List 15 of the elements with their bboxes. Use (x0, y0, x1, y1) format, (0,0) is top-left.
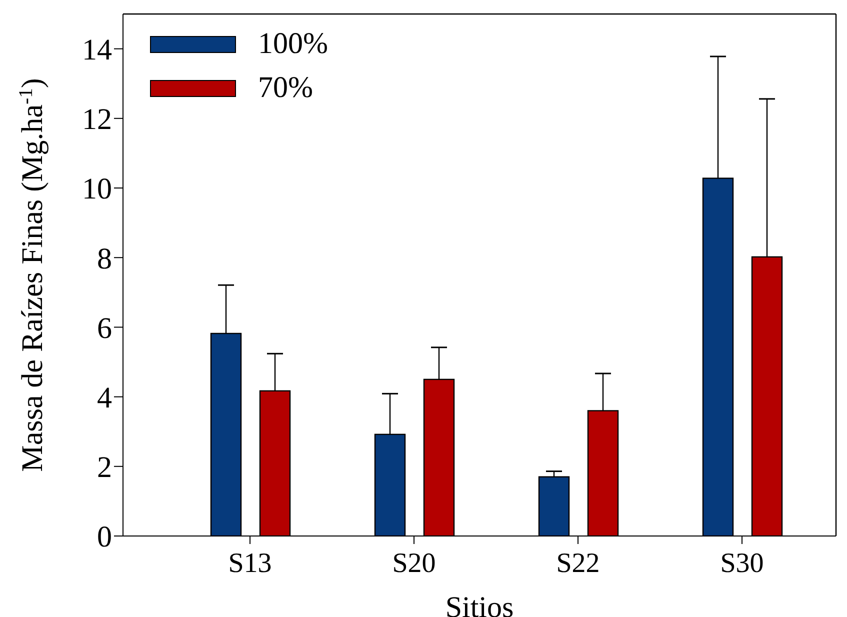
y-tick-label: 14 (82, 33, 112, 66)
y-tick-label: 2 (97, 451, 112, 484)
legend-label: 70% (258, 71, 313, 105)
x-axis-title: Sitios (445, 591, 514, 617)
y-tick-label: 12 (82, 103, 112, 136)
x-tick-label: S20 (392, 548, 436, 579)
y-tick-label: 10 (82, 172, 112, 206)
x-tick-label: S13 (228, 548, 272, 579)
x-tick-label: S30 (720, 548, 764, 579)
legend-label: 100% (258, 27, 328, 61)
y-tick-label: 4 (97, 381, 112, 414)
y-tick-label: 0 (97, 520, 112, 554)
x-tick-label: S22 (556, 548, 600, 579)
y-tick-label: 6 (97, 312, 112, 345)
y-tick-label: 8 (97, 242, 112, 276)
